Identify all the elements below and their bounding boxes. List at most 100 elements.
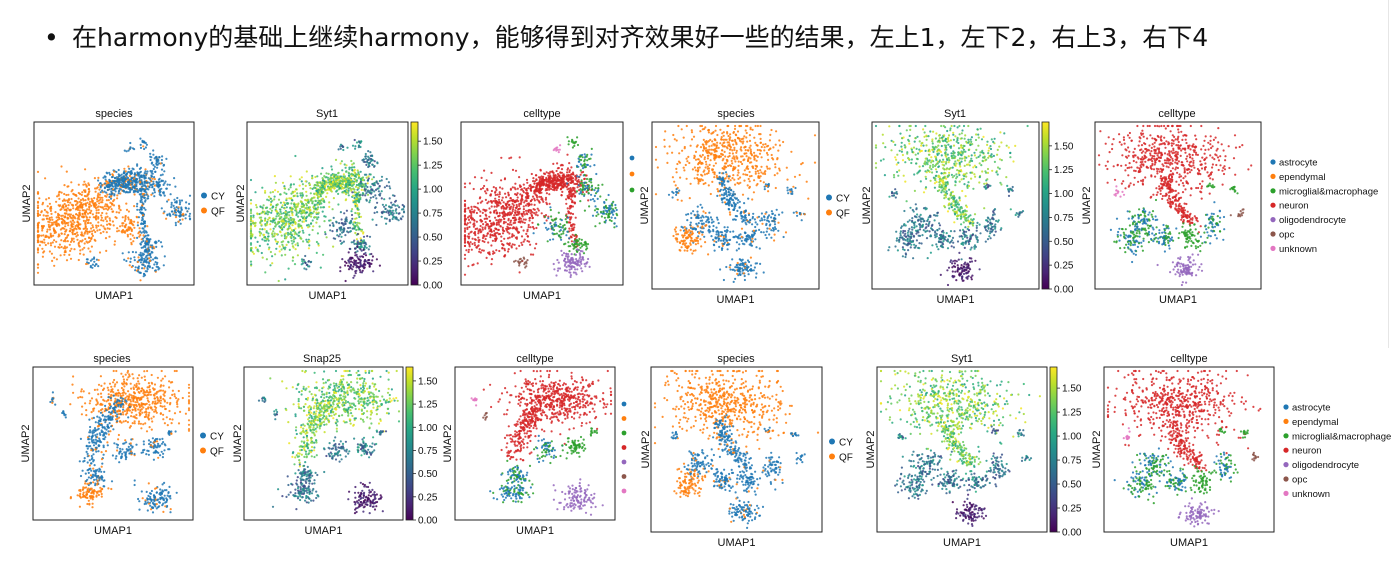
scatter-point <box>153 178 156 181</box>
scatter-point <box>264 189 267 193</box>
scatter-point <box>520 213 523 216</box>
scatter-point <box>550 218 554 221</box>
scatter-point <box>115 170 118 174</box>
scatter-point <box>595 172 598 176</box>
scatter-point <box>156 166 159 169</box>
scatter-point <box>567 245 570 248</box>
scatter-point <box>260 216 263 219</box>
scatter-point <box>77 244 81 247</box>
scatter-point <box>350 184 354 188</box>
scatter-point <box>583 177 587 180</box>
scatter-point <box>516 196 519 199</box>
scatter-point <box>495 228 498 231</box>
scatter-point <box>118 211 121 214</box>
scatter-point <box>299 207 302 211</box>
scatter-point <box>359 198 362 201</box>
scatter-point <box>279 226 282 229</box>
scatter-point <box>575 190 579 193</box>
scatter-point <box>595 207 598 210</box>
scatter-point <box>71 219 75 222</box>
scatter-point <box>582 170 585 174</box>
scatter-point <box>135 187 139 190</box>
scatter-point <box>331 208 334 211</box>
scatter-point <box>400 218 403 221</box>
scatter-point <box>112 224 115 227</box>
scatter-point <box>352 194 355 197</box>
scatter-point <box>479 196 482 199</box>
scatter-point <box>311 176 314 180</box>
scatter-point <box>270 211 273 214</box>
scatter-point <box>565 234 568 237</box>
scatter-point <box>72 237 75 240</box>
scatter-point <box>89 211 92 215</box>
scatter-point <box>490 244 493 247</box>
scatter-point <box>518 271 521 274</box>
scatter-point <box>482 208 485 211</box>
scatter-point <box>97 179 100 182</box>
scatter-point <box>185 201 188 204</box>
scatter-point <box>372 176 375 179</box>
scatter-point <box>798 173 801 177</box>
scatter-point <box>776 172 779 175</box>
scatter-point <box>50 252 54 255</box>
scatter-point <box>316 201 319 204</box>
scatter-point <box>77 241 80 244</box>
scatter-point <box>75 213 78 216</box>
scatter-point <box>334 158 338 161</box>
scatter-point <box>142 261 145 264</box>
scatter-point <box>89 250 92 253</box>
scatter-point <box>73 232 76 236</box>
scatter-point <box>296 242 299 245</box>
scatter-point <box>77 191 80 195</box>
scatter-point <box>77 197 80 200</box>
scatter-point <box>597 213 600 216</box>
scatter-point <box>558 148 561 151</box>
scatter-point <box>121 222 124 225</box>
scatter-point <box>136 260 139 263</box>
scatter-point <box>577 157 580 160</box>
scatter-point <box>394 199 398 202</box>
scatter-point <box>308 183 311 186</box>
scatter-point <box>486 232 489 235</box>
scatter-point <box>254 224 257 227</box>
scatter-point <box>578 237 581 241</box>
scatter-point <box>158 191 161 194</box>
scatter-point <box>574 233 577 236</box>
scatter-point <box>603 207 606 210</box>
scatter-point <box>541 179 544 182</box>
scatter-point <box>332 237 335 240</box>
bullet: • <box>44 23 59 52</box>
scatter-point <box>277 198 281 201</box>
scatter-point <box>520 241 523 244</box>
scatter-point <box>83 232 86 235</box>
scatter-point <box>572 177 575 180</box>
scatter-point <box>83 190 87 193</box>
scatter-point <box>549 180 552 183</box>
scatter-point <box>573 144 576 147</box>
scatter-point <box>501 205 504 208</box>
scatter-point <box>305 211 309 214</box>
scatter-point <box>362 160 365 163</box>
scatter-point <box>286 211 289 214</box>
scatter-point <box>471 242 474 246</box>
scatter-point <box>288 214 291 217</box>
scatter-point <box>570 212 573 215</box>
scatter-point <box>139 183 142 186</box>
scatter-point <box>126 172 129 175</box>
colorbar-tick-label: 0.75 <box>423 209 443 220</box>
scatter-point <box>533 180 537 183</box>
scatter-point <box>473 241 476 244</box>
scatter-point <box>587 192 590 195</box>
scatter-point <box>101 189 104 192</box>
scatter-point <box>518 216 521 219</box>
scatter-point <box>305 224 309 227</box>
scatter-point <box>67 221 70 224</box>
scatter-point <box>159 241 163 244</box>
scatter-point <box>180 207 183 210</box>
scatter-point <box>139 243 142 246</box>
scatter-point <box>97 192 100 195</box>
scatter-point <box>95 226 98 229</box>
scatter-point <box>383 186 386 189</box>
scatter-point <box>328 205 331 208</box>
scatter-point <box>527 226 530 229</box>
